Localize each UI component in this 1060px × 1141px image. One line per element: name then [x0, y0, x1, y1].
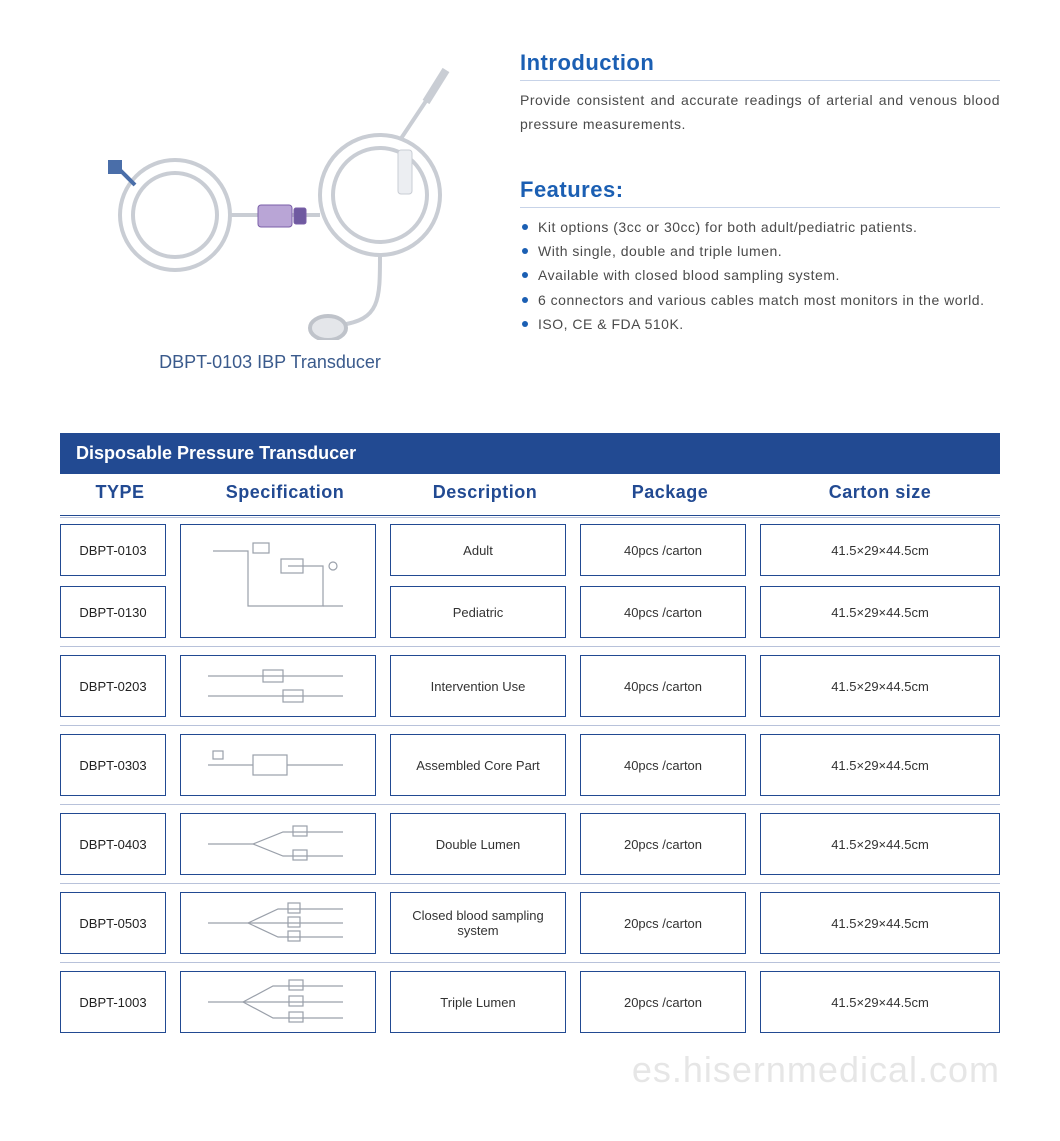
product-caption: DBPT-0103 IBP Transducer: [159, 352, 381, 373]
spec-diagram-icon: [193, 978, 363, 1026]
table-column-headers: TYPE Specification Description Package C…: [60, 474, 1000, 516]
info-column: Introduction Provide consistent and accu…: [520, 40, 1000, 373]
cell-specification: [180, 524, 376, 638]
features-title: Features:: [520, 177, 1000, 208]
cell-package: 40pcs /carton: [580, 586, 746, 638]
spec-diagram-icon: [193, 531, 363, 631]
cell-description: Closed blood sampling system: [390, 892, 566, 954]
cell-carton-size: 41.5×29×44.5cm: [760, 655, 1000, 717]
feature-item: Kit options (3cc or 30cc) for both adult…: [520, 216, 1000, 238]
col-header-desc: Description: [390, 482, 580, 503]
cell-carton-size-stack: 41.5×29×44.5cm 41.5×29×44.5cm: [760, 524, 1000, 638]
cell-type: DBPT-0103: [60, 524, 166, 576]
table-row: DBPT-0403 Double Lumen20pcs /carton41.5×…: [60, 805, 1000, 884]
cell-specification: [180, 971, 376, 1033]
col-header-carton: Carton size: [760, 482, 1000, 503]
cell-description: Double Lumen: [390, 813, 566, 875]
cell-description: Assembled Core Part: [390, 734, 566, 796]
spec-diagram-icon: [193, 899, 363, 947]
col-header-package: Package: [580, 482, 760, 503]
introduction-title: Introduction: [520, 50, 1000, 81]
product-column: DBPT-0103 IBP Transducer: [60, 40, 480, 373]
cell-type: DBPT-0203: [60, 655, 166, 717]
table-row: DBPT-1003 Triple Lumen20pcs /carton41.5×…: [60, 963, 1000, 1041]
table-row: DBPT-0203 Intervention Use40pcs /carton4…: [60, 647, 1000, 726]
col-header-spec: Specification: [180, 482, 390, 503]
cell-type: DBPT-0130: [60, 586, 166, 638]
cell-description: Pediatric: [390, 586, 566, 638]
cell-description: Triple Lumen: [390, 971, 566, 1033]
cell-type: DBPT-0503: [60, 892, 166, 954]
introduction-text: Provide consistent and accurate readings…: [520, 89, 1000, 137]
cell-description-stack: Adult Pediatric: [390, 524, 566, 638]
spec-diagram-icon: [193, 820, 363, 868]
spec-diagram-icon: [193, 662, 363, 710]
cell-carton-size: 41.5×29×44.5cm: [760, 892, 1000, 954]
top-section: DBPT-0103 IBP Transducer Introduction Pr…: [60, 40, 1000, 373]
cell-package: 40pcs /carton: [580, 524, 746, 576]
table-title: Disposable Pressure Transducer: [60, 433, 1000, 474]
cell-package: 20pcs /carton: [580, 971, 746, 1033]
cell-package: 40pcs /carton: [580, 734, 746, 796]
cell-specification: [180, 892, 376, 954]
watermark: es.hisernmedical.com: [632, 1049, 1000, 1091]
feature-item: Available with closed blood sampling sys…: [520, 264, 1000, 286]
features-list: Kit options (3cc or 30cc) for both adult…: [520, 216, 1000, 336]
cell-description: Adult: [390, 524, 566, 576]
feature-item: With single, double and triple lumen.: [520, 240, 1000, 262]
spec-table: Disposable Pressure Transducer TYPE Spec…: [60, 433, 1000, 1041]
col-header-type: TYPE: [60, 482, 180, 503]
product-image: [80, 40, 460, 340]
feature-item: ISO, CE & FDA 510K.: [520, 313, 1000, 335]
table-body: DBPT-0103 DBPT-0130 Adult Pediatric 40pcs /…: [60, 516, 1000, 1041]
features-block: Features: Kit options (3cc or 30cc) for …: [520, 177, 1000, 336]
table-row: DBPT-0303 Assembled Core Part40pcs /cart…: [60, 726, 1000, 805]
cell-description: Intervention Use: [390, 655, 566, 717]
cell-carton-size: 41.5×29×44.5cm: [760, 971, 1000, 1033]
cell-package: 20pcs /carton: [580, 892, 746, 954]
cell-package: 20pcs /carton: [580, 813, 746, 875]
table-row: DBPT-0503 Closed blood sampling system20…: [60, 884, 1000, 963]
table-row: DBPT-0103 DBPT-0130 Adult Pediatric 40pcs /…: [60, 516, 1000, 647]
cell-type: DBPT-0403: [60, 813, 166, 875]
cell-specification: [180, 734, 376, 796]
cell-carton-size: 41.5×29×44.5cm: [760, 586, 1000, 638]
cell-carton-size: 41.5×29×44.5cm: [760, 734, 1000, 796]
cell-specification: [180, 655, 376, 717]
cell-package: 40pcs /carton: [580, 655, 746, 717]
cell-carton-size: 41.5×29×44.5cm: [760, 524, 1000, 576]
type-stack: DBPT-0103 DBPT-0130: [60, 524, 166, 638]
cell-specification: [180, 813, 376, 875]
cell-package-stack: 40pcs /carton 40pcs /carton: [580, 524, 746, 638]
spec-diagram-icon: [193, 741, 363, 789]
feature-item: 6 connectors and various cables match mo…: [520, 289, 1000, 311]
cell-type: DBPT-0303: [60, 734, 166, 796]
cell-type: DBPT-1003: [60, 971, 166, 1033]
transducer-illustration-icon: [80, 40, 460, 340]
cell-carton-size: 41.5×29×44.5cm: [760, 813, 1000, 875]
